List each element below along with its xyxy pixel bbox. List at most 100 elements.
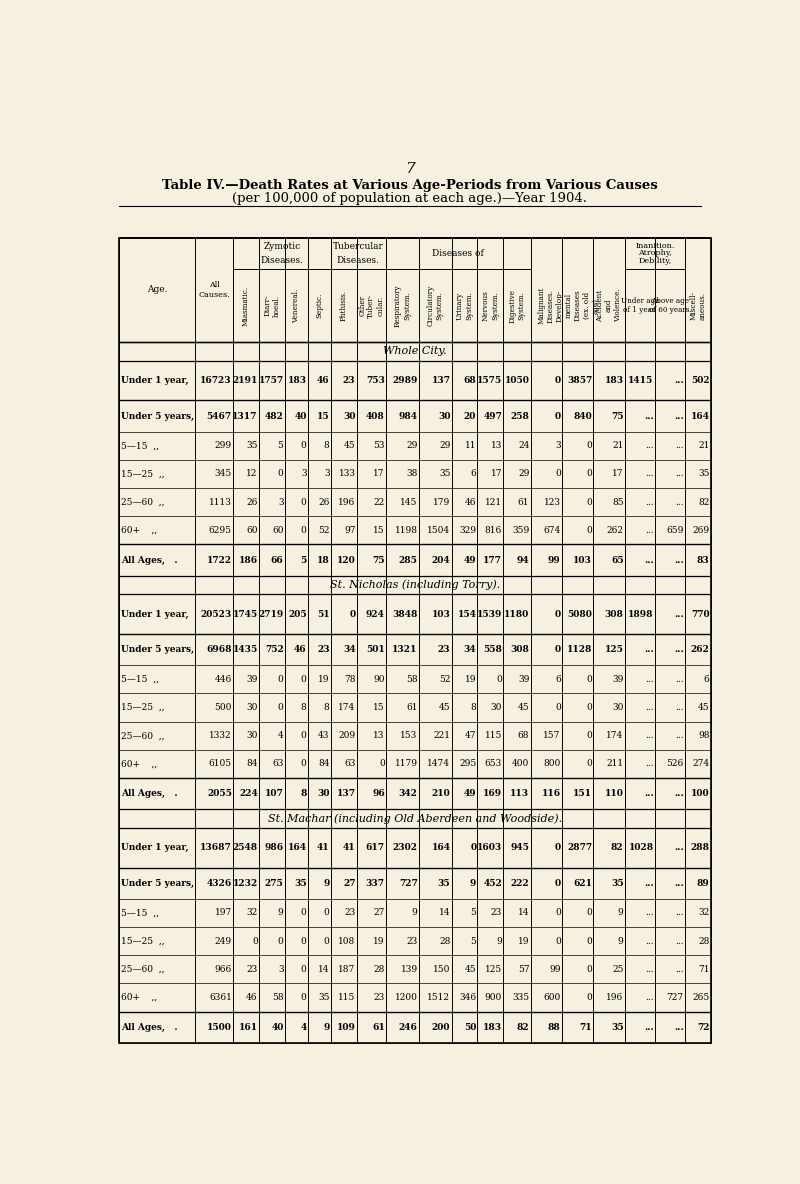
Text: 116: 116 <box>542 789 561 798</box>
Text: 46: 46 <box>294 645 306 655</box>
Text: 14: 14 <box>318 965 330 973</box>
Text: 295: 295 <box>459 759 476 768</box>
Text: 0: 0 <box>555 470 561 478</box>
Text: 38: 38 <box>406 470 418 478</box>
Text: 72: 72 <box>697 1023 710 1031</box>
Text: 0: 0 <box>586 993 592 1002</box>
Text: ...: ... <box>645 703 654 712</box>
Text: 753: 753 <box>366 377 385 385</box>
Text: 19: 19 <box>318 675 330 684</box>
Text: 0: 0 <box>379 759 385 768</box>
Text: ...: ... <box>674 789 684 798</box>
Text: 269: 269 <box>692 526 710 535</box>
Text: 335: 335 <box>512 993 530 1002</box>
Text: 770: 770 <box>691 610 710 619</box>
Text: 9: 9 <box>412 908 418 918</box>
Text: 258: 258 <box>510 412 530 420</box>
Text: ...: ... <box>674 610 684 619</box>
Text: 133: 133 <box>338 470 355 478</box>
Text: 174: 174 <box>338 703 355 712</box>
Text: 1179: 1179 <box>394 759 418 768</box>
Text: 11: 11 <box>465 442 476 450</box>
Text: 752: 752 <box>265 645 283 655</box>
Text: ...: ... <box>645 526 654 535</box>
Text: 1180: 1180 <box>504 610 530 619</box>
Text: 1321: 1321 <box>392 645 418 655</box>
Text: 345: 345 <box>214 470 232 478</box>
Text: 0: 0 <box>350 610 355 619</box>
Text: 23: 23 <box>438 645 450 655</box>
Text: 0: 0 <box>586 526 592 535</box>
Text: 179: 179 <box>433 497 450 507</box>
Text: 0: 0 <box>301 759 306 768</box>
Text: Venereal.: Venereal. <box>292 289 300 323</box>
Text: 139: 139 <box>401 965 418 973</box>
Text: 85: 85 <box>612 497 623 507</box>
Text: 674: 674 <box>543 526 561 535</box>
Text: 2302: 2302 <box>393 843 418 852</box>
Text: Develop-
mental
Diseases
(ex. old
age): Develop- mental Diseases (ex. old age) <box>555 289 600 322</box>
Text: 29: 29 <box>518 470 530 478</box>
Text: Inanition.: Inanition. <box>635 243 674 250</box>
Text: 169: 169 <box>483 789 502 798</box>
Text: Diseases of: Diseases of <box>433 249 484 258</box>
Text: Circulatory
System.: Circulatory System. <box>426 285 444 327</box>
Text: 7: 7 <box>405 162 415 176</box>
Text: 0: 0 <box>252 937 258 946</box>
Text: 28: 28 <box>374 965 385 973</box>
Text: 115: 115 <box>338 993 355 1002</box>
Text: 30: 30 <box>438 412 450 420</box>
Text: Diseases.: Diseases. <box>261 256 303 265</box>
Text: 20523: 20523 <box>201 610 232 619</box>
Text: ...: ... <box>675 965 684 973</box>
Text: 41: 41 <box>317 843 330 852</box>
Text: 23: 23 <box>406 937 418 946</box>
Text: 40: 40 <box>271 1023 283 1031</box>
Text: 0: 0 <box>555 937 561 946</box>
Text: 600: 600 <box>543 993 561 1002</box>
Text: 21: 21 <box>698 442 710 450</box>
Text: 2719: 2719 <box>258 610 283 619</box>
Text: ...: ... <box>675 937 684 946</box>
Text: Miasmatic.: Miasmatic. <box>242 285 250 326</box>
Text: 621: 621 <box>573 879 592 888</box>
Text: 1512: 1512 <box>427 993 450 1002</box>
Text: 110: 110 <box>605 789 623 798</box>
Text: ...: ... <box>674 1023 684 1031</box>
Text: 41: 41 <box>343 843 355 852</box>
Text: Debility,: Debility, <box>638 257 671 265</box>
Text: 30: 30 <box>343 412 355 420</box>
Text: 1898: 1898 <box>628 610 654 619</box>
Text: Under 1 year,: Under 1 year, <box>121 377 189 385</box>
Text: 1603: 1603 <box>477 843 502 852</box>
Text: Whole City.: Whole City. <box>383 347 446 356</box>
Text: 1415: 1415 <box>628 377 654 385</box>
Text: 500: 500 <box>214 703 232 712</box>
Text: 501: 501 <box>366 645 385 655</box>
Text: 8: 8 <box>300 789 306 798</box>
Text: 497: 497 <box>483 412 502 420</box>
Text: 5—15  ,,: 5—15 ,, <box>121 908 159 918</box>
Text: 653: 653 <box>485 759 502 768</box>
Text: 35: 35 <box>611 879 623 888</box>
Text: 43: 43 <box>318 732 330 740</box>
Text: ...: ... <box>674 879 684 888</box>
Text: 2989: 2989 <box>392 377 418 385</box>
Text: 3: 3 <box>278 497 283 507</box>
Text: 19: 19 <box>518 937 530 946</box>
Text: Miscell-
aneous.: Miscell- aneous. <box>689 291 706 320</box>
Text: 78: 78 <box>344 675 355 684</box>
Text: 275: 275 <box>265 879 283 888</box>
Text: ...: ... <box>674 412 684 420</box>
Text: 17: 17 <box>490 470 502 478</box>
Text: 164: 164 <box>431 843 450 852</box>
Text: 83: 83 <box>697 555 710 565</box>
Text: All
Causes.: All Causes. <box>198 282 230 298</box>
Text: 13687: 13687 <box>200 843 232 852</box>
Text: 84: 84 <box>318 759 330 768</box>
Text: 25—60  ,,: 25—60 ,, <box>121 497 165 507</box>
Text: 727: 727 <box>666 993 684 1002</box>
Text: 0: 0 <box>324 908 330 918</box>
Text: 35: 35 <box>439 470 450 478</box>
Text: 359: 359 <box>512 526 530 535</box>
